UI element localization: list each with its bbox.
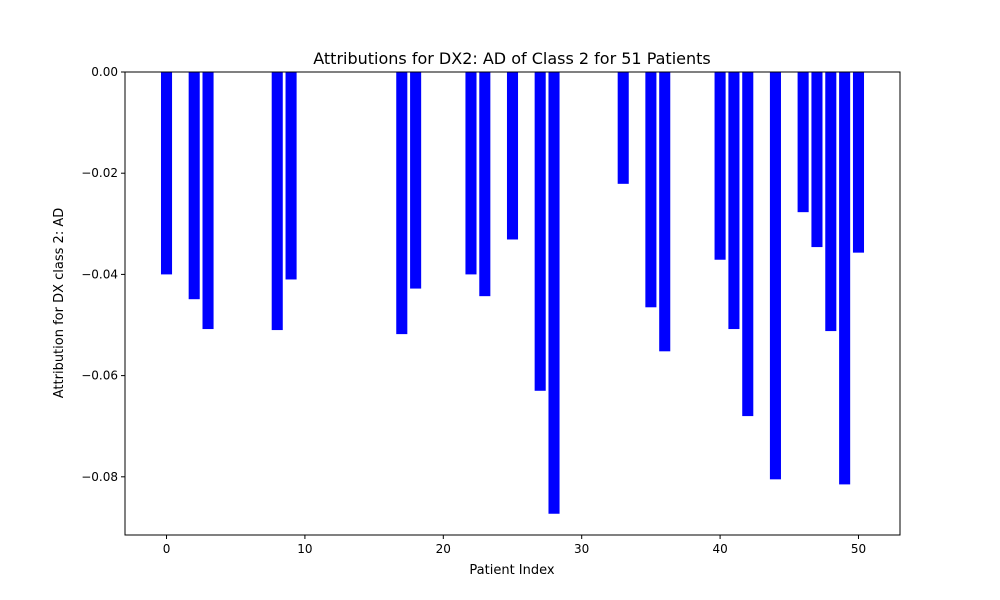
bar-patient-23 — [479, 72, 491, 297]
bar-patient-44 — [769, 72, 781, 480]
bar-patient-17 — [396, 72, 408, 335]
y-tick-label: −0.04 — [81, 267, 118, 281]
x-tick-label: 30 — [574, 542, 589, 556]
y-tick-label: −0.06 — [81, 369, 118, 383]
y-tick-label: 0.00 — [91, 65, 118, 79]
bar-patient-28 — [548, 72, 560, 514]
bar-patient-2 — [188, 72, 200, 300]
bar-patient-46 — [797, 72, 809, 213]
bar-patient-25 — [506, 72, 519, 240]
bar-patient-3 — [202, 72, 214, 330]
bar-patient-9 — [285, 72, 297, 280]
x-tick-label: 20 — [436, 542, 451, 556]
x-tick-label: 0 — [163, 542, 171, 556]
bar-patient-50 — [852, 72, 865, 253]
x-tick-label: 50 — [851, 542, 866, 556]
bar-patient-41 — [728, 72, 740, 330]
bar-patient-18 — [410, 72, 422, 289]
bar-patient-42 — [742, 72, 754, 417]
y-tick-label: −0.08 — [81, 470, 118, 484]
bar-patient-33 — [617, 72, 629, 184]
y-axis-ticks: 0.00 −0.02 −0.04 −0.06 −0.08 — [81, 65, 125, 484]
x-axis-label: Patient Index — [469, 563, 554, 578]
x-axis-ticks: 0 10 20 30 40 50 — [163, 535, 866, 556]
bar-patient-36 — [659, 72, 671, 352]
x-tick-label: 10 — [297, 542, 312, 556]
bar-patient-22 — [465, 72, 477, 275]
bars-group — [160, 72, 865, 514]
y-axis-label: Attribution for DX class 2: AD — [52, 208, 67, 399]
bar-patient-35 — [645, 72, 657, 308]
bar-patient-47 — [811, 72, 823, 248]
x-tick-label: 40 — [712, 542, 727, 556]
chart-title: Attributions for DX2: AD of Class 2 for … — [313, 49, 711, 68]
plot-frame — [124, 71, 901, 536]
bar-patient-49 — [839, 72, 851, 485]
bar-patient-0 — [160, 72, 173, 275]
bar-patient-8 — [271, 72, 283, 331]
y-tick-label: −0.02 — [81, 166, 118, 180]
bar-patient-40 — [714, 72, 726, 260]
bar-patient-27 — [534, 72, 546, 391]
bar-patient-48 — [825, 72, 837, 332]
